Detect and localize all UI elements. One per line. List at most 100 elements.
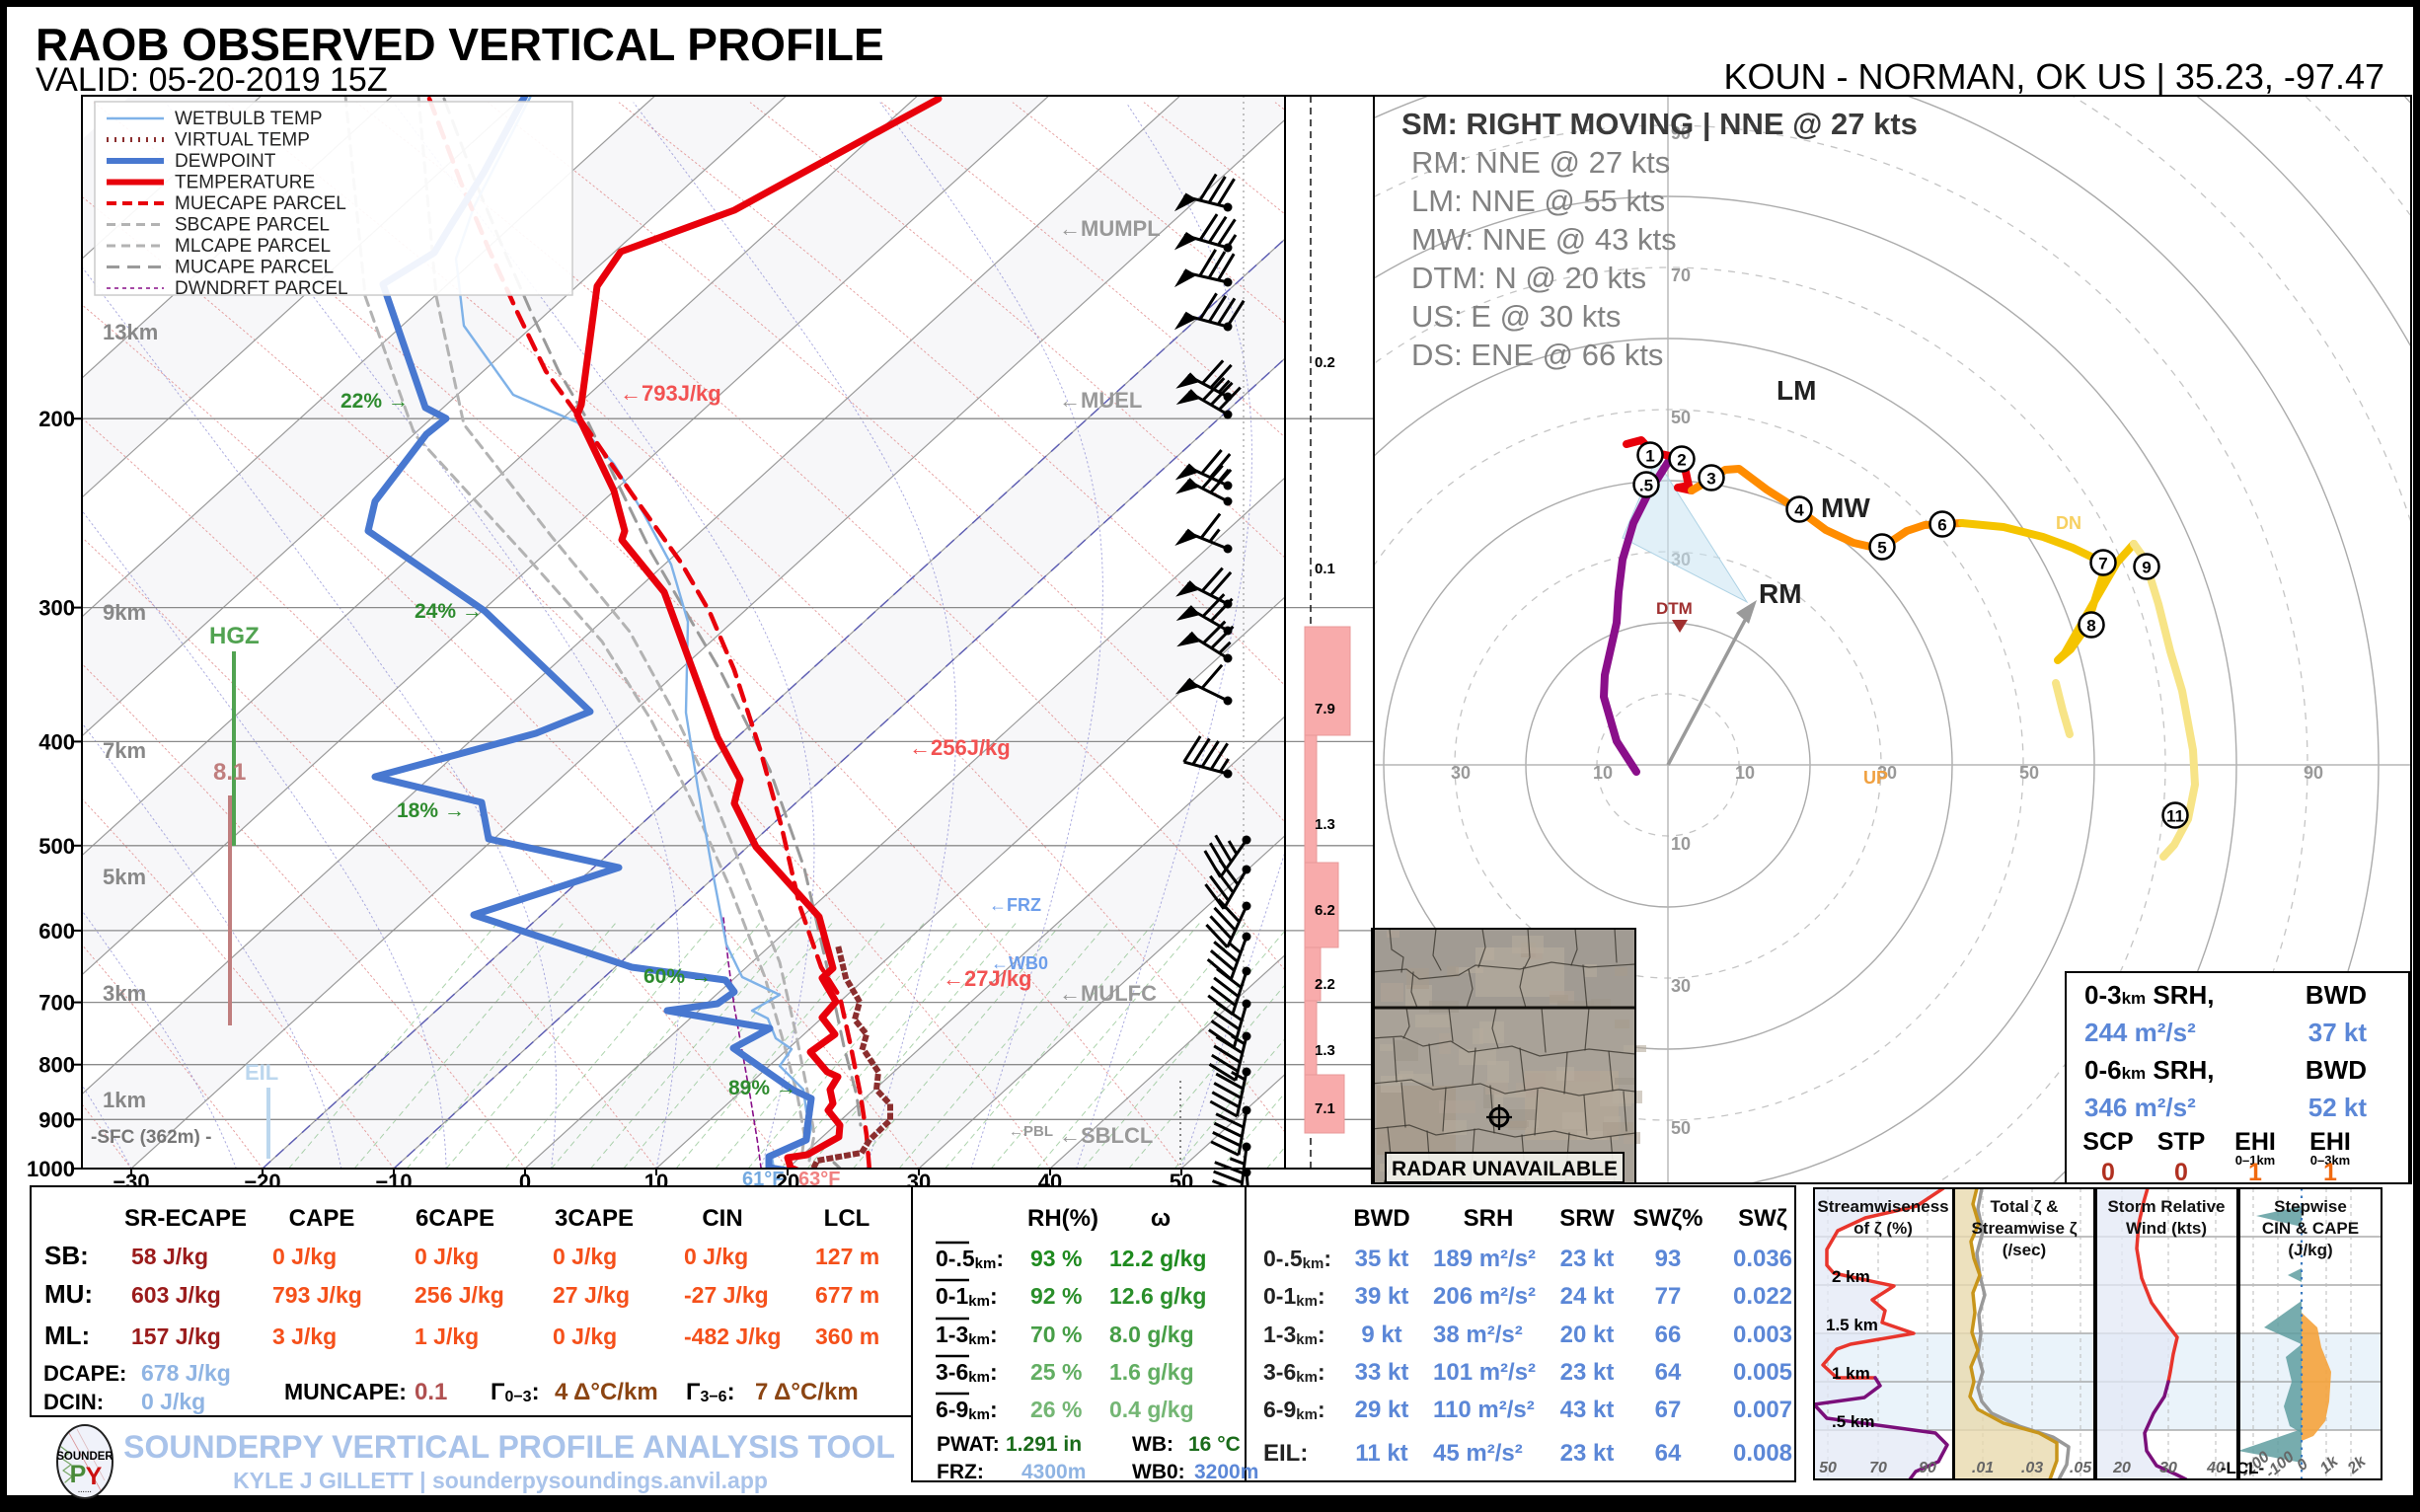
svg-text:0.005: 0.005: [1733, 1359, 1792, 1386]
svg-text:SB:: SB:: [44, 1241, 89, 1270]
svg-text:10: 10: [1593, 763, 1613, 783]
svg-text:603 J/kg: 603 J/kg: [131, 1282, 221, 1308]
svg-text:12.6 g/kg: 12.6 g/kg: [1109, 1283, 1206, 1309]
svg-text:4: 4: [1794, 501, 1804, 520]
svg-text:10: 10: [1671, 834, 1691, 854]
svg-text:3 J/kg: 3 J/kg: [272, 1323, 337, 1349]
svg-text:0.036: 0.036: [1733, 1246, 1792, 1272]
svg-text:0–3km: 0–3km: [2310, 1153, 2350, 1168]
svg-text:-482 J/kg: -482 J/kg: [684, 1323, 781, 1349]
svg-text:←MUMPL: ←MUMPL: [1059, 216, 1161, 241]
svg-text:0-3km SRH,: 0-3km SRH,: [2084, 980, 2215, 1010]
svg-text:······: ······: [78, 1489, 92, 1496]
svg-text:.03: .03: [2021, 1460, 2043, 1476]
svg-text:MW: NNE @ 43 kts: MW: NNE @ 43 kts: [1411, 222, 1677, 257]
svg-text:90: 90: [2304, 763, 2323, 783]
svg-text:←793J/kg: ←793J/kg: [620, 381, 721, 406]
svg-text:20 kt: 20 kt: [1560, 1322, 1615, 1348]
svg-text:20: 20: [2112, 1460, 2131, 1476]
svg-text:677 m: 677 m: [815, 1282, 879, 1308]
svg-text:50: 50: [1671, 1118, 1691, 1138]
svg-text:7km: 7km: [103, 738, 146, 763]
svg-text:Stepwise: Stepwise: [2274, 1197, 2347, 1216]
svg-text:22% →: 22% →: [340, 390, 409, 413]
svg-text:157 J/kg: 157 J/kg: [131, 1323, 221, 1349]
svg-text:66: 66: [1655, 1322, 1682, 1348]
svg-text:FRZ:: FRZ:: [937, 1461, 984, 1483]
svg-text:23 kt: 23 kt: [1560, 1440, 1615, 1467]
svg-text:6CAPE: 6CAPE: [416, 1205, 494, 1232]
svg-text:5km: 5km: [103, 865, 146, 889]
svg-text:793 J/kg: 793 J/kg: [272, 1282, 362, 1308]
svg-text:5: 5: [1877, 539, 1886, 558]
svg-text:90: 90: [1671, 123, 1691, 143]
svg-text:12.2 g/kg: 12.2 g/kg: [1109, 1246, 1206, 1271]
svg-text:70: 70: [1869, 1460, 1887, 1476]
svg-text:←FRZ: ←FRZ: [989, 895, 1041, 915]
svg-text:27 J/kg: 27 J/kg: [553, 1282, 630, 1308]
svg-text:0 J/kg: 0 J/kg: [415, 1244, 479, 1269]
svg-text:61°F: 61°F: [742, 1169, 784, 1190]
svg-text:256 J/kg: 256 J/kg: [415, 1282, 504, 1308]
svg-text:0.4 g/kg: 0.4 g/kg: [1109, 1397, 1194, 1422]
svg-text:2.2: 2.2: [1315, 976, 1335, 993]
svg-text:93 %: 93 %: [1030, 1246, 1082, 1271]
svg-text:1.3: 1.3: [1315, 1042, 1335, 1059]
svg-text:-SFC (362m) -: -SFC (362m) -: [91, 1127, 211, 1148]
svg-text:(/sec): (/sec): [2003, 1241, 2046, 1259]
svg-text:6: 6: [1937, 516, 1946, 535]
svg-text:BWD: BWD: [1353, 1205, 1409, 1232]
svg-text:23 kt: 23 kt: [1560, 1246, 1615, 1272]
svg-text:SWζ%: SWζ%: [1632, 1205, 1702, 1232]
svg-text:58 J/kg: 58 J/kg: [131, 1244, 208, 1269]
svg-text:0.022: 0.022: [1733, 1283, 1792, 1310]
svg-text:3: 3: [1706, 470, 1715, 489]
svg-text:0: 0: [2174, 1159, 2188, 1186]
svg-text:KYLE J GILLETT | sounderpysoun: KYLE J GILLETT | sounderpysoundings.anvi…: [233, 1468, 768, 1493]
svg-text:←27J/kg: ←27J/kg: [943, 966, 1032, 991]
svg-text:0 J/kg: 0 J/kg: [272, 1244, 337, 1269]
svg-text:6.2: 6.2: [1315, 902, 1335, 919]
svg-text:70 %: 70 %: [1030, 1322, 1082, 1347]
svg-text:US: E @ 30 kts: US: E @ 30 kts: [1411, 299, 1621, 334]
svg-text:.01: .01: [1972, 1460, 1994, 1476]
svg-text:0 J/kg: 0 J/kg: [141, 1389, 205, 1414]
svg-text:RM: RM: [1759, 578, 1802, 609]
svg-text:0 J/kg: 0 J/kg: [553, 1244, 617, 1269]
svg-text:30: 30: [1671, 976, 1691, 996]
svg-text:Wind (kts): Wind (kts): [2126, 1219, 2207, 1238]
svg-text:700: 700: [38, 991, 75, 1016]
svg-text:13km: 13km: [103, 320, 158, 344]
svg-text:1 J/kg: 1 J/kg: [415, 1323, 479, 1349]
svg-text:8: 8: [2086, 617, 2095, 636]
svg-text:(J/kg): (J/kg): [2288, 1241, 2332, 1259]
svg-text:VALID: 05-20-2019 15Z: VALID: 05-20-2019 15Z: [36, 61, 388, 99]
svg-text:HGZ: HGZ: [209, 623, 260, 649]
svg-text:LM: LM: [1777, 375, 1816, 406]
svg-text:0.003: 0.003: [1733, 1322, 1792, 1348]
svg-text:0 J/kg: 0 J/kg: [553, 1323, 617, 1349]
svg-text:SR-ECAPE: SR-ECAPE: [124, 1205, 247, 1232]
svg-text:Γ3−6:: Γ3−6:: [686, 1379, 735, 1405]
svg-text:WB:: WB:: [1132, 1433, 1173, 1456]
svg-text:110 m²/s²: 110 m²/s²: [1433, 1397, 1535, 1423]
svg-text:33 kt: 33 kt: [1355, 1359, 1409, 1386]
svg-text:SOUNDERPY VERTICAL PROFILE ANA: SOUNDERPY VERTICAL PROFILE ANALYSIS TOOL: [123, 1429, 895, 1465]
svg-text:37 kt: 37 kt: [2308, 1018, 2368, 1047]
svg-text:DCAPE:: DCAPE:: [43, 1361, 126, 1386]
svg-text:2: 2: [1677, 451, 1686, 470]
svg-text:43 kt: 43 kt: [1560, 1397, 1615, 1423]
svg-text:1000: 1000: [27, 1157, 75, 1181]
svg-text:3CAPE: 3CAPE: [555, 1205, 634, 1232]
svg-text:300: 300: [38, 596, 75, 621]
svg-text:Total ζ &: Total ζ &: [1991, 1197, 2059, 1216]
svg-text:EIL:: EIL:: [1263, 1440, 1308, 1467]
svg-text:77: 77: [1655, 1283, 1682, 1310]
svg-text:500: 500: [38, 834, 75, 859]
svg-text:MLCAPE PARCEL: MLCAPE PARCEL: [175, 236, 331, 257]
svg-text:93: 93: [1655, 1246, 1682, 1272]
svg-text:of ζ (%): of ζ (%): [1853, 1219, 1913, 1238]
svg-text:←PBL: ←PBL: [1009, 1123, 1053, 1140]
svg-text:0–1km: 0–1km: [2235, 1153, 2275, 1168]
svg-text:VIRTUAL TEMP: VIRTUAL TEMP: [175, 130, 310, 151]
